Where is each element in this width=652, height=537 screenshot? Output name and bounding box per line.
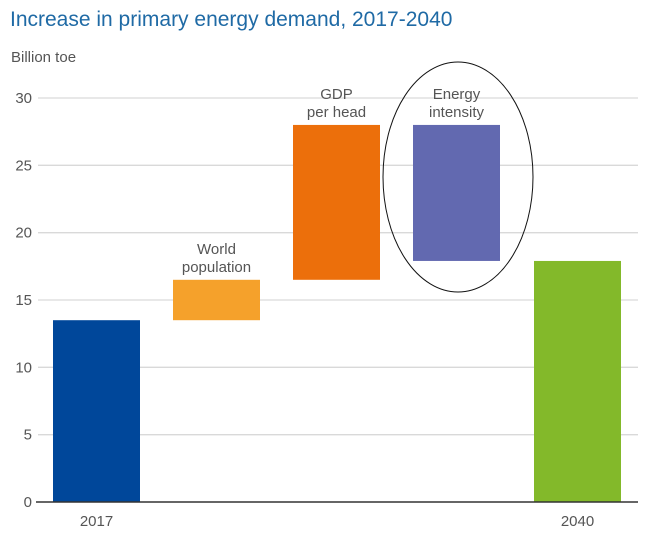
bar-label: World	[197, 241, 236, 258]
bar-label: GDP	[320, 86, 353, 103]
bar-world-population	[173, 279, 260, 321]
y-tick-label: 30	[15, 90, 32, 107]
x-category-label: 2040	[561, 513, 594, 530]
bar-label: population	[182, 259, 251, 276]
y-tick-label: 5	[24, 427, 32, 444]
y-axis-label: Billion toe	[11, 49, 77, 66]
bar-label: per head	[307, 104, 366, 121]
y-tick-label: 25	[15, 157, 32, 174]
highlight-ellipse	[382, 61, 534, 293]
y-tick-label: 20	[15, 225, 32, 242]
bar-2017	[53, 320, 140, 502]
bar-label: Energy	[433, 86, 481, 103]
bar-energy-intensity	[413, 124, 500, 261]
bar-label: intensity	[429, 104, 485, 121]
bar-2040	[534, 260, 621, 502]
x-category-label: 2017	[80, 513, 113, 530]
bar-gdp-per-head	[293, 124, 380, 280]
y-tick-label: 0	[24, 494, 32, 511]
chart-title: Increase in primary energy demand, 2017-…	[10, 8, 453, 31]
y-tick-label: 15	[15, 292, 32, 309]
y-tick-label: 10	[15, 359, 32, 376]
